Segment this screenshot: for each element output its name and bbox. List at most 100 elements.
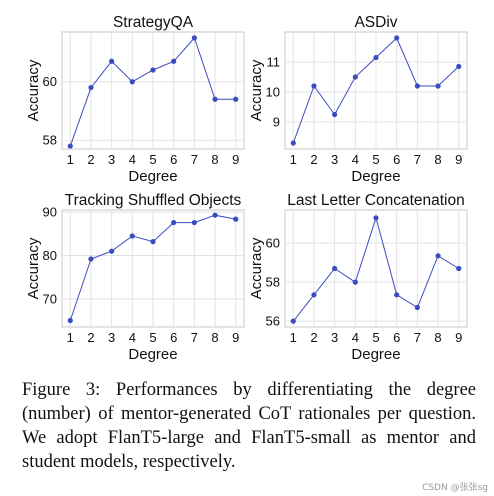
x-tick-label: 5 xyxy=(149,152,156,167)
data-point xyxy=(414,304,420,311)
y-axis-label: Accuracy xyxy=(248,237,265,299)
data-point xyxy=(394,292,400,298)
data-point xyxy=(212,212,218,218)
x-tick-label: 7 xyxy=(191,152,198,167)
y-tick-label: 11 xyxy=(267,55,281,70)
data-point xyxy=(352,74,358,80)
data-point xyxy=(150,67,156,73)
y-tick-label: 9 xyxy=(273,115,280,130)
x-tick-label: 9 xyxy=(455,330,462,345)
x-tick-label: 8 xyxy=(211,152,218,167)
x-tick-label: 6 xyxy=(170,330,177,345)
y-axis-label: Accuracy xyxy=(248,59,265,121)
data-point xyxy=(67,143,73,149)
data-point xyxy=(233,216,239,222)
y-tick-label: 60 xyxy=(266,236,280,251)
x-tick-label: 4 xyxy=(129,330,136,345)
data-point xyxy=(435,253,441,259)
x-tick-label: 4 xyxy=(352,152,359,167)
data-point xyxy=(290,140,296,146)
data-point xyxy=(191,219,197,226)
data-point xyxy=(67,317,73,324)
data-point xyxy=(212,96,218,102)
data-point xyxy=(171,219,177,226)
x-tick-label: 1 xyxy=(67,152,74,167)
figure-caption: Figure 3: Performances by differentiatin… xyxy=(22,380,476,472)
x-tick-label: 3 xyxy=(331,152,338,167)
data-point xyxy=(171,58,177,64)
y-tick-label: 60 xyxy=(43,74,57,89)
data-point xyxy=(332,265,338,272)
x-tick-label: 1 xyxy=(290,152,297,167)
chart-title: ASDiv xyxy=(354,14,397,31)
x-tick-label: 8 xyxy=(211,330,218,345)
data-point xyxy=(352,279,358,285)
chart-title: Last Letter Concatenation xyxy=(287,192,465,209)
data-point xyxy=(435,83,441,89)
data-point xyxy=(129,79,135,85)
data-point xyxy=(88,84,94,91)
y-tick-label: 90 xyxy=(43,205,57,220)
x-tick-label: 7 xyxy=(414,330,421,345)
x-tick-label: 9 xyxy=(455,152,462,167)
chart-title: Tracking Shuffled Objects xyxy=(65,192,242,209)
x-tick-label: 7 xyxy=(191,330,198,345)
data-point xyxy=(456,63,462,70)
x-tick-label: 5 xyxy=(372,152,379,167)
x-tick-label: 1 xyxy=(290,330,297,345)
data-point xyxy=(233,96,239,102)
data-point xyxy=(332,111,338,118)
x-tick-label: 2 xyxy=(87,152,94,167)
data-point xyxy=(150,239,156,245)
data-point xyxy=(109,248,115,254)
x-tick-label: 8 xyxy=(434,152,441,167)
data-point xyxy=(88,256,94,262)
y-axis-label: Accuracy xyxy=(25,237,42,299)
data-point xyxy=(311,83,317,89)
data-point xyxy=(129,233,135,239)
chart-panel-3: 1 2 3 4 5 6 7 8 9 70 80 90 Tracking Shuffled Objects… xyxy=(25,192,245,363)
x-tick-label: 9 xyxy=(232,330,239,345)
x-axis-label: Degree xyxy=(351,168,400,185)
watermark: CSDN @张张sg xyxy=(422,483,488,493)
x-tick-label: 2 xyxy=(310,330,317,345)
chart-panel-1: 1 2 3 4 5 6 7 8 9 58 60 StrategyQA Degree Accuracy xyxy=(25,14,245,185)
y-tick-label: 70 xyxy=(43,291,57,306)
x-axis-label: Degree xyxy=(128,168,177,185)
data-point xyxy=(290,318,296,324)
x-tick-label: 3 xyxy=(331,330,338,345)
y-tick-label: 58 xyxy=(266,275,280,290)
x-tick-label: 2 xyxy=(87,330,94,345)
data-point xyxy=(394,35,400,41)
x-tick-label: 5 xyxy=(372,330,379,345)
x-tick-label: 4 xyxy=(352,330,359,345)
x-tick-label: 7 xyxy=(414,152,421,167)
x-tick-label: 6 xyxy=(170,152,177,167)
x-tick-label: 6 xyxy=(393,152,400,167)
data-point xyxy=(373,215,379,221)
y-tick-label: 56 xyxy=(266,314,280,329)
x-tick-label: 9 xyxy=(232,152,239,167)
data-point xyxy=(456,265,462,272)
x-tick-label: 2 xyxy=(310,152,317,167)
data-point xyxy=(414,83,420,89)
x-tick-label: 5 xyxy=(149,330,156,345)
y-tick-label: 10 xyxy=(266,85,280,100)
x-tick-label: 3 xyxy=(108,330,115,345)
x-tick-label: 6 xyxy=(393,330,400,345)
data-point xyxy=(191,35,197,41)
y-tick-label: 80 xyxy=(43,248,57,263)
x-axis-label: Degree xyxy=(128,346,177,363)
x-tick-label: 4 xyxy=(129,152,136,167)
chart-title: StrategyQA xyxy=(113,14,194,31)
y-tick-label: 58 xyxy=(43,133,57,148)
data-point xyxy=(109,58,115,64)
data-point xyxy=(311,292,317,298)
x-tick-label: 8 xyxy=(434,330,441,345)
x-axis-label: Degree xyxy=(351,346,400,363)
x-tick-label: 3 xyxy=(108,152,115,167)
x-tick-label: 1 xyxy=(67,330,74,345)
